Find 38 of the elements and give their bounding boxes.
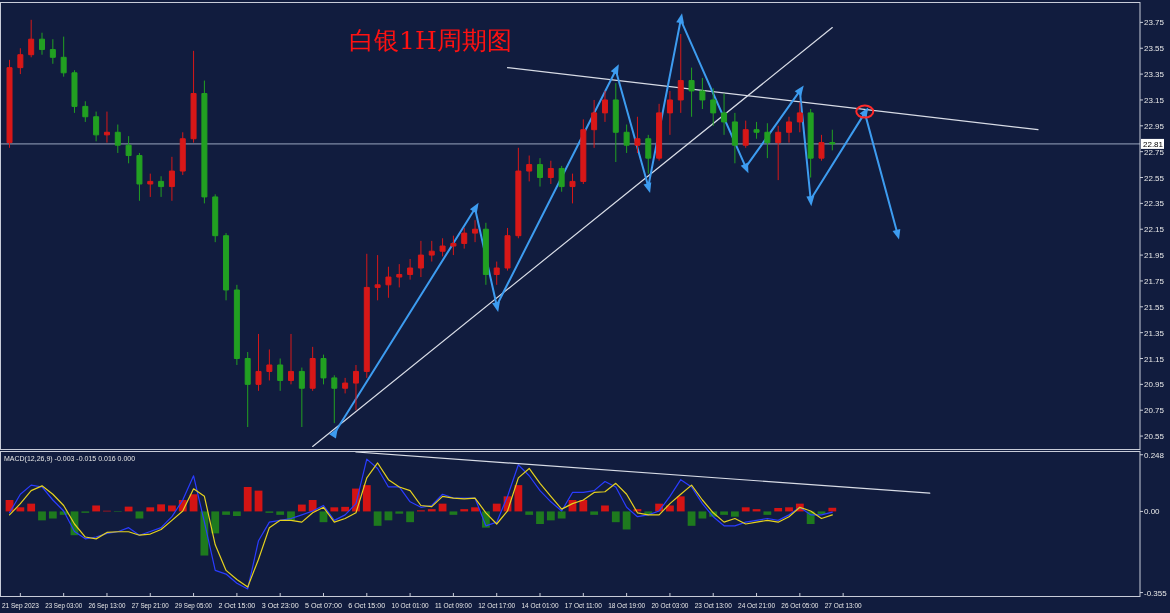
x-tick-label: 26 Oct 05:00 <box>781 600 819 611</box>
x-tick-label: 27 Oct 13:00 <box>824 600 862 611</box>
x-tick-label: 21 Sep 2023 <box>1 600 39 611</box>
y-tick-label: 22.55 <box>1144 173 1165 183</box>
x-tick-label: 24 Oct 21:00 <box>738 600 776 611</box>
y-tick-label: 22.15 <box>1144 225 1165 235</box>
y-tick-label: 21.15 <box>1144 354 1165 364</box>
x-tick-label: 12 Oct 17:00 <box>478 600 516 611</box>
y-tick-label: 0.248 <box>1144 450 1165 460</box>
y-tick-label: 20.55 <box>1144 432 1165 442</box>
ref-line-label: 22.81 <box>1143 140 1164 150</box>
y-tick-label: 21.95 <box>1144 251 1165 261</box>
x-tick-label: 2 Oct 15:00 <box>218 600 256 611</box>
text: 白银1H周期图 <box>349 26 512 55</box>
x-tick-label: 5 Oct 07:00 <box>305 600 342 611</box>
y-tick-label: 22.95 <box>1144 121 1165 131</box>
y-tick-label: 21.75 <box>1144 276 1165 286</box>
x-tick-label: 23 Oct 13:00 <box>694 600 732 611</box>
y-tick-label: -0.355 <box>1144 588 1168 598</box>
y-tick-label: 0.00 <box>1144 507 1161 517</box>
x-tick-label: 10 Oct 01:00 <box>391 600 429 611</box>
x-tick-label: 17 Oct 11:00 <box>564 600 602 611</box>
y-tick-label: 20.95 <box>1144 380 1165 390</box>
y-tick-label: 20.75 <box>1144 406 1165 416</box>
y-tick-label: 23.35 <box>1144 70 1165 80</box>
x-tick-label: 14 Oct 01:00 <box>521 600 559 611</box>
y-tick-label: 23.75 <box>1144 18 1165 28</box>
y-tick-label: 21.55 <box>1144 302 1165 312</box>
y-tick-label: 22.35 <box>1144 199 1165 209</box>
x-tick-label: 11 Oct 09:00 <box>434 600 472 611</box>
y-tick-label: 21.35 <box>1144 328 1165 338</box>
x-tick-label: 6 Oct 15:00 <box>348 600 386 611</box>
y-tick-label: 22.75 <box>1144 147 1165 157</box>
x-tick-label: 18 Oct 19:00 <box>608 600 646 611</box>
y-tick-label: 23.15 <box>1144 95 1165 105</box>
y-tick-label: 23.55 <box>1144 44 1165 54</box>
x-tick-label: 3 Oct 23:00 <box>261 600 299 611</box>
x-tick-label: 20 Oct 03:00 <box>651 600 689 611</box>
